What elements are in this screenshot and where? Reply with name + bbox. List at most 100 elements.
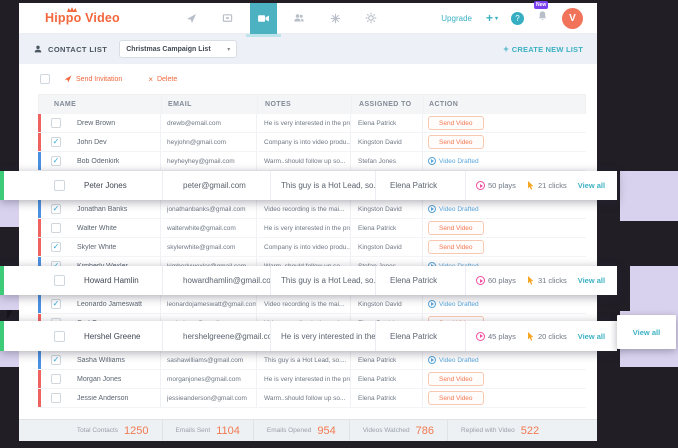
table-row[interactable]: Walter White walterwhite@gmail.com He is v… — [38, 219, 586, 238]
upgrade-link[interactable]: Upgrade — [441, 13, 472, 23]
click-icon — [527, 331, 534, 341]
create-new-list-button[interactable]: + CREATE NEW LIST — [503, 44, 583, 54]
notes-cell: This guy is a Hot Lead, so.... — [256, 351, 350, 369]
row-checkbox[interactable] — [54, 275, 65, 286]
avatar[interactable]: V — [562, 7, 583, 29]
table-row[interactable]: Jessie Anderson jessieanderson@gmail.com W… — [38, 389, 586, 408]
navbar-right: Upgrade + ▾ ? New V — [441, 1, 583, 29]
notes-cell: He is very interested in the prod.. — [256, 219, 350, 237]
notifications-button[interactable]: New — [534, 1, 549, 27]
overlay-row[interactable]: Howard Hamlin howardhamlin@gmail.com This … — [0, 266, 617, 295]
delete-button[interactable]: × Delete — [148, 75, 177, 84]
action-cell: Video Drafted — [422, 295, 586, 313]
overlay-row[interactable]: Peter Jones peter@gmail.com This guy is a … — [0, 171, 617, 200]
column-header: NAME — [54, 101, 77, 108]
play-icon — [476, 276, 485, 285]
row-checkbox[interactable] — [51, 223, 61, 233]
contact-name: Leonardo Jameswatt — [77, 300, 142, 308]
row-checkbox[interactable]: ✓ — [51, 242, 61, 252]
name-cell: Morgan Jones — [38, 370, 160, 388]
name-cell: Peter Jones — [4, 171, 162, 200]
name-cell: ✓ Jonathan Banks — [38, 200, 160, 218]
send-video-button[interactable]: Send Video — [428, 221, 484, 235]
select-all-checkbox[interactable] — [40, 74, 50, 84]
create-new-list-label: CREATE NEW LIST — [511, 45, 583, 54]
clicks-stat: 21 clicks — [527, 181, 567, 190]
add-new-button[interactable]: + ▾ — [486, 11, 498, 25]
table-row[interactable]: ✓ John Dev heyjohn@gmail.com Company is int… — [38, 133, 586, 152]
table-row[interactable]: ✓ Leonardo Jameswatt leonardojameswatt@gma… — [38, 295, 586, 314]
contact-email: heyheyhey@gmail.com — [167, 157, 235, 165]
settings-icon[interactable] — [358, 3, 385, 34]
view-all-tooltip[interactable]: View all — [617, 315, 676, 349]
list-dropdown[interactable]: Christmas Campaign List ▾ — [119, 40, 238, 58]
help-button[interactable]: ? — [511, 11, 524, 25]
row-checkbox[interactable]: ✓ — [51, 156, 61, 166]
table-row[interactable]: ✓ Jonathan Banks jonathanbanks@gmail.com Vi… — [38, 200, 586, 219]
toolbar: Send Invitation × Delete — [19, 64, 597, 94]
row-checkbox[interactable]: ✓ — [51, 355, 61, 365]
video-drafted-status[interactable]: Video Drafted — [428, 356, 479, 364]
row-checkbox[interactable]: ✓ — [51, 204, 61, 214]
table-row[interactable]: ✓ Sasha Williams sashawilliams@gmail.com Th… — [38, 351, 586, 370]
table-header: NAME EMAIL NOTES ASSIGNED TO ACTION — [38, 94, 586, 114]
video-camera-icon[interactable] — [245, 2, 281, 37]
view-all-link[interactable]: View all — [577, 181, 606, 190]
table-row[interactable]: Morgan Jones morganjones@gmail.com He is v… — [38, 370, 586, 389]
send-video-button[interactable]: Send Video — [428, 391, 484, 405]
video-drafted-status[interactable]: Video Drafted — [428, 300, 479, 308]
row-status-strip — [38, 219, 41, 237]
app-logo[interactable]: Hippo Video — [45, 7, 120, 25]
row-checkbox[interactable] — [51, 393, 61, 403]
send-invitation-button[interactable]: Send Invitation — [64, 75, 122, 83]
table-row[interactable]: ✓ Skyler White skylerwhite@gmail.com Compan… — [38, 238, 586, 257]
send-video-button[interactable]: Send Video — [428, 116, 484, 130]
email-cell: walterwhite@gmail.com — [160, 219, 256, 237]
table-row[interactable]: Drew Brown drewb@email.com He is very inte… — [38, 114, 586, 133]
send-video-button[interactable]: Send Video — [428, 240, 484, 254]
row-checkbox[interactable] — [51, 374, 61, 384]
row-status-strip — [38, 200, 41, 218]
contacts-icon[interactable] — [286, 3, 313, 34]
send-video-button[interactable]: Send Video — [428, 372, 484, 386]
stat-value: 786 — [415, 424, 435, 437]
video-drafted-status[interactable]: Video Drafted — [428, 157, 479, 165]
view-all-link[interactable]: View all — [577, 276, 606, 285]
stat-value: 954 — [317, 424, 336, 437]
contact-name: Peter Jones — [84, 181, 127, 190]
contact-name: Morgan Jones — [77, 375, 122, 383]
footer-stat: Emails Opened 954 — [254, 420, 350, 441]
video-drafted-status[interactable]: Video Drafted — [428, 205, 479, 213]
view-all-link[interactable]: View all — [577, 331, 606, 341]
assigned-cell: Kingston David — [350, 238, 422, 256]
row-checkbox[interactable] — [54, 330, 65, 342]
contact-email: hershelgreene@gmail.com — [183, 331, 270, 341]
play-icon — [428, 356, 436, 364]
row-checkbox[interactable]: ✓ — [51, 299, 61, 309]
row-checkbox[interactable]: ✓ — [51, 137, 61, 147]
row-checkbox[interactable] — [54, 180, 65, 191]
table-row[interactable]: ✓ Bob Odenkirk heyheyhey@gmail.com Warm..sh… — [38, 152, 586, 171]
background-artifact — [620, 171, 678, 221]
video-drafted-label: Video Drafted — [439, 205, 479, 213]
contact-notes: Company is into video produ... — [264, 243, 350, 251]
send-invitation-label: Send Invitation — [76, 75, 123, 83]
send-video-button[interactable]: Send Video — [428, 135, 484, 149]
rocket-icon[interactable] — [178, 3, 205, 34]
integrations-icon[interactable] — [322, 3, 349, 34]
play-icon — [428, 300, 436, 308]
contact-email: drewb@email.com — [167, 119, 221, 127]
contact-name: Walter White — [77, 224, 117, 232]
screen-icon[interactable] — [214, 3, 241, 34]
contact-email: jessieanderson@gmail.com — [167, 394, 247, 402]
row-checkbox[interactable] — [51, 118, 61, 128]
email-cell: jonathanbanks@gmail.com — [160, 200, 256, 218]
overlay-row[interactable]: Hershel Greene hershelgreene@gmail.com He … — [0, 321, 617, 351]
delete-label: Delete — [156, 75, 178, 83]
chevron-down-icon: ▾ — [227, 46, 231, 53]
notes-cell: Company is into video produ... — [256, 133, 350, 151]
plays-count: 50 plays — [488, 181, 516, 190]
email-cell: heyjohn@gmail.com — [160, 133, 256, 151]
contact-email: leonardojameswatt@gmail.com — [167, 300, 256, 308]
